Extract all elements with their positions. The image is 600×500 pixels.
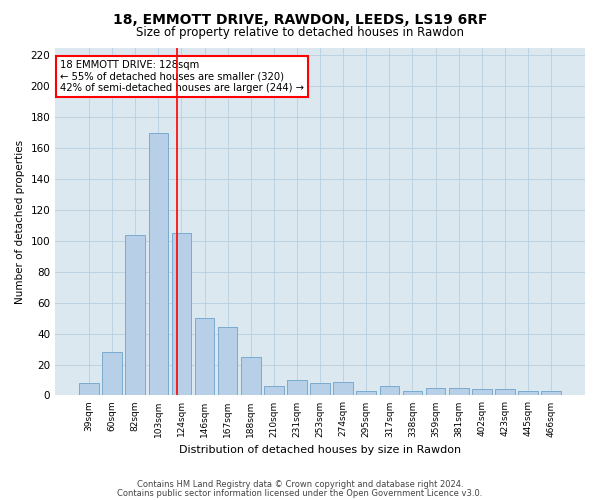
Bar (310, 383, 330, 396)
Bar (79, 383, 99, 396)
Text: Size of property relative to detached houses in Rawdon: Size of property relative to detached ho… (136, 26, 464, 39)
Bar (356, 391, 376, 396)
Bar (495, 389, 515, 396)
Bar (403, 391, 422, 396)
Bar (195, 318, 214, 396)
Bar (103, 352, 122, 396)
Bar (149, 132, 168, 396)
Bar (264, 386, 284, 396)
Bar (218, 328, 238, 396)
Bar (380, 386, 399, 396)
Bar (426, 388, 445, 396)
Text: Contains public sector information licensed under the Open Government Licence v3: Contains public sector information licen… (118, 489, 482, 498)
Bar (541, 391, 561, 396)
Bar (449, 388, 469, 396)
Bar (172, 233, 191, 396)
Bar (472, 389, 491, 396)
Bar (518, 391, 538, 396)
Text: 18 EMMOTT DRIVE: 128sqm
← 55% of detached houses are smaller (320)
42% of semi-d: 18 EMMOTT DRIVE: 128sqm ← 55% of detache… (61, 60, 304, 93)
Bar (241, 357, 260, 396)
X-axis label: Distribution of detached houses by size in Rawdon: Distribution of detached houses by size … (179, 445, 461, 455)
Y-axis label: Number of detached properties: Number of detached properties (15, 140, 25, 304)
Text: 18, EMMOTT DRIVE, RAWDON, LEEDS, LS19 6RF: 18, EMMOTT DRIVE, RAWDON, LEEDS, LS19 6R… (113, 12, 487, 26)
Bar (334, 382, 353, 396)
Bar (125, 234, 145, 396)
Text: Contains HM Land Registry data © Crown copyright and database right 2024.: Contains HM Land Registry data © Crown c… (137, 480, 463, 489)
Bar (287, 380, 307, 396)
